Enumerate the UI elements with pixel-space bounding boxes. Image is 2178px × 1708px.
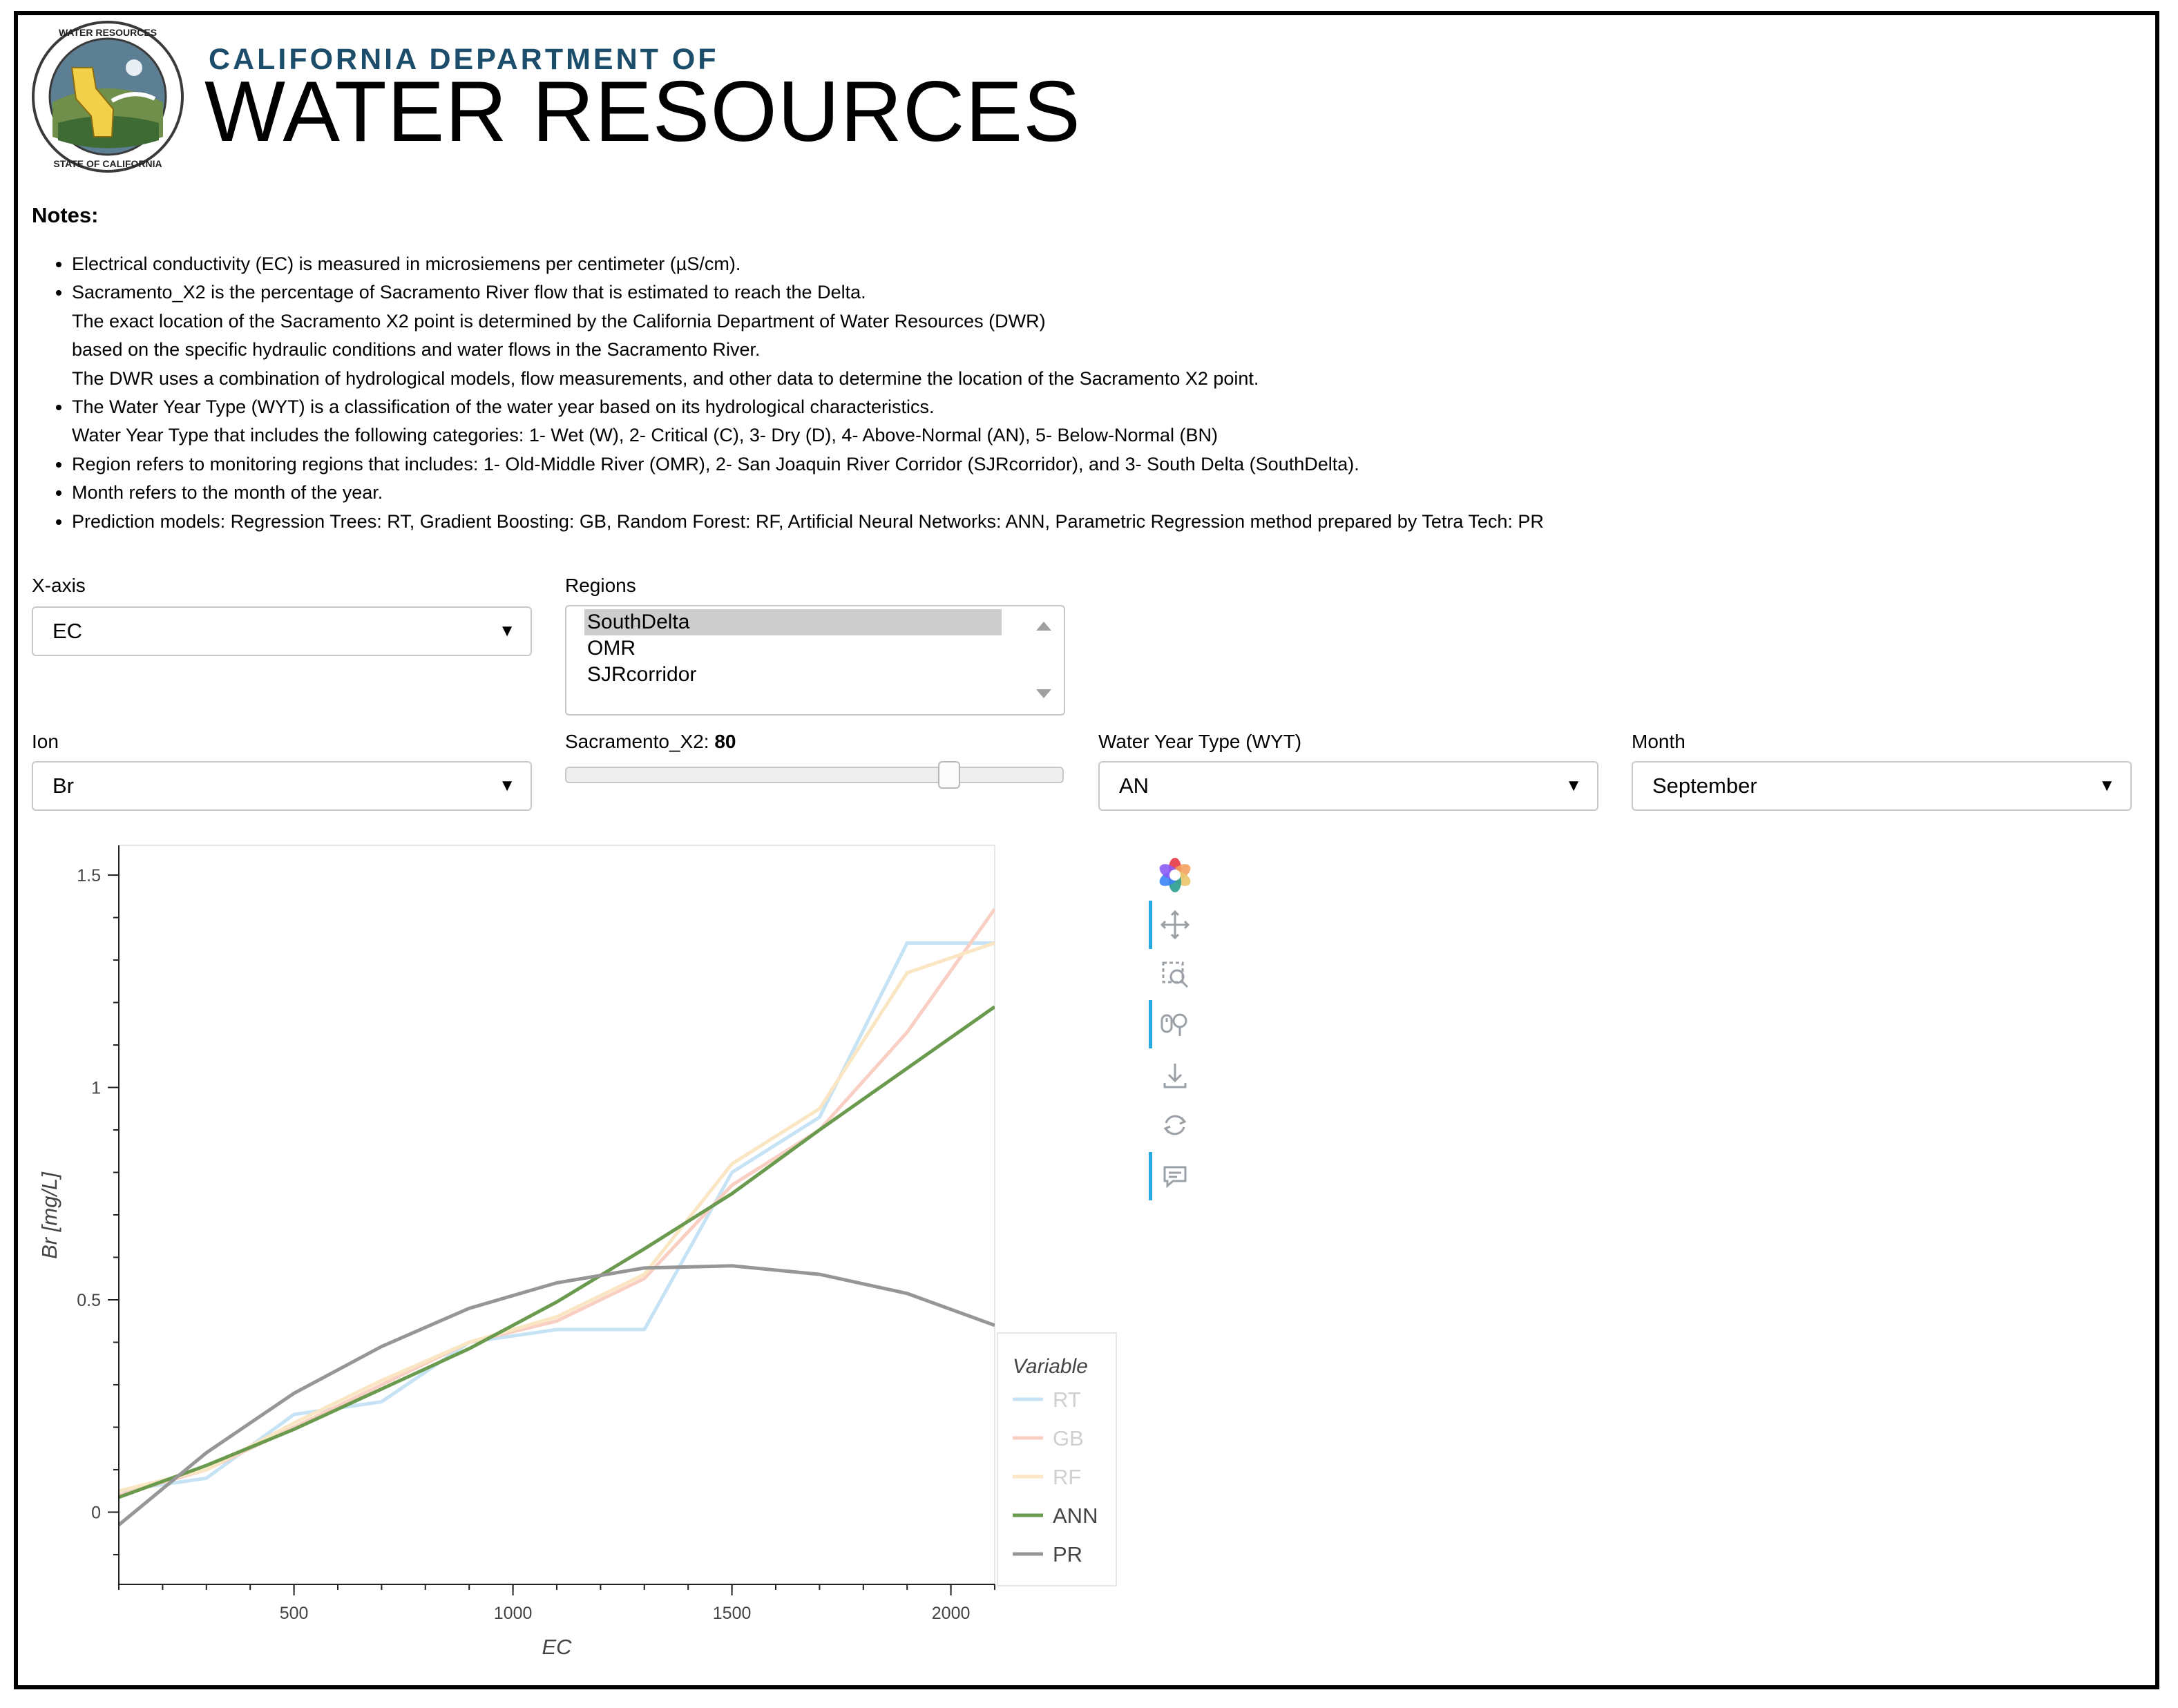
legend-label-ann[interactable]: ANN — [1053, 1504, 1098, 1528]
month-select[interactable]: September ▼ — [1632, 761, 2132, 811]
series-layer — [119, 908, 995, 1526]
month-label: Month — [1632, 731, 1685, 752]
y-tick-label: 1 — [91, 1079, 101, 1098]
wyt-select[interactable]: AN ▼ — [1098, 761, 1598, 811]
sacramento-x2-label-text: Sacramento_X2: — [565, 731, 715, 752]
note-line: Region refers to monitoring regions that… — [72, 453, 1359, 474]
legend-label-rt[interactable]: RT — [1053, 1388, 1081, 1412]
note-line: Water Year Type that includes the follow… — [72, 425, 1218, 446]
x-tick-label: 1000 — [494, 1604, 533, 1623]
axis-layer: 500 1000 1500 2000 0 0.5 1 1.5 — [77, 845, 995, 1623]
chart-legend: Variable RT GB RF ANN PR — [997, 1332, 1117, 1586]
box-zoom-icon[interactable] — [1155, 954, 1195, 995]
chevron-down-icon: ▼ — [499, 622, 515, 640]
bokeh-logo-icon[interactable] — [1155, 855, 1195, 895]
ion-label: Ion — [32, 731, 59, 752]
legend-box — [997, 1332, 1117, 1586]
legend-title: Variable — [1013, 1355, 1088, 1378]
wyt-label: Water Year Type (WYT) — [1098, 731, 1302, 752]
notes-heading: Notes: — [32, 203, 99, 227]
y-tick-label: 1.5 — [77, 866, 101, 885]
plot-area[interactable] — [118, 845, 995, 1585]
region-option-sjrcorridor[interactable]: SJRcorridor — [587, 663, 697, 686]
note-line: The Water Year Type (WYT) is a classific… — [72, 396, 935, 418]
ion-select-value: Br — [52, 774, 74, 798]
sacramento-x2-slider-handle[interactable] — [938, 761, 960, 789]
x-tick-label: 2000 — [932, 1604, 971, 1623]
x-tick-label: 1500 — [713, 1604, 752, 1623]
sacramento-x2-value: 80 — [714, 731, 736, 752]
pan-icon[interactable] — [1155, 905, 1195, 945]
save-icon[interactable] — [1155, 1055, 1195, 1095]
xaxis-select[interactable]: EC ▼ — [32, 606, 532, 656]
note-item: Region refers to monitoring regions that… — [72, 450, 2035, 479]
xaxis-select-value: EC — [52, 619, 83, 643]
svg-text:STATE OF CALIFORNIA: STATE OF CALIFORNIA — [53, 158, 162, 169]
note-line: Sacramento_X2 is the percentage of Sacra… — [72, 282, 866, 303]
svg-text:WATER RESOURCES: WATER RESOURCES — [59, 27, 157, 38]
y-axis-title: Br [mg/L] — [37, 1171, 61, 1259]
y-tick-label: 0.5 — [77, 1291, 101, 1310]
note-item: The Water Year Type (WYT) is a classific… — [72, 393, 2035, 450]
wyt-select-value: AN — [1119, 774, 1149, 798]
chevron-down-icon: ▼ — [2099, 776, 2115, 795]
regions-listbox[interactable]: SouthDelta OMR SJRcorridor — [565, 605, 1065, 716]
region-option-omr[interactable]: OMR — [587, 637, 636, 660]
dept-subtitle: CALIFORNIA DEPARTMENT OF — [209, 43, 719, 76]
y-tick-label: 0 — [91, 1503, 101, 1522]
region-option-southdelta[interactable]: SouthDelta — [584, 609, 1002, 635]
xaxis-label: X-axis — [32, 575, 86, 596]
active-tool-indicator — [1149, 901, 1152, 949]
chevron-down-icon: ▼ — [1565, 776, 1582, 795]
ion-select[interactable]: Br ▼ — [32, 761, 532, 811]
note-line: The exact location of the Sacramento X2 … — [72, 310, 1046, 332]
series-line-ann — [119, 1005, 995, 1499]
series-line-rf — [119, 941, 995, 1493]
dwr-seal-logo: WATER RESOURCES STATE OF CALIFORNIA — [32, 21, 184, 173]
legend-label-rf[interactable]: RF — [1053, 1465, 1081, 1489]
note-line: The DWR uses a combination of hydrologic… — [72, 367, 1259, 389]
chevron-down-icon: ▼ — [499, 776, 515, 795]
app-frame — [14, 11, 2159, 1689]
note-item: Sacramento_X2 is the percentage of Sacra… — [72, 278, 2035, 393]
sacramento-x2-label: Sacramento_X2: 80 — [565, 731, 736, 753]
note-line: Prediction models: Regression Trees: RT,… — [72, 510, 1544, 532]
note-line: based on the specific hydraulic conditio… — [72, 339, 761, 361]
sacramento-x2-slider[interactable] — [565, 767, 1064, 783]
series-line-rt — [119, 941, 995, 1493]
wheel-zoom-icon[interactable] — [1155, 1004, 1195, 1044]
active-tool-indicator — [1149, 1000, 1152, 1048]
scroll-down-arrow-icon[interactable] — [1036, 689, 1051, 698]
month-select-value: September — [1652, 774, 1757, 798]
legend-label-pr[interactable]: PR — [1053, 1542, 1082, 1566]
note-item: Prediction models: Regression Trees: RT,… — [72, 508, 2035, 536]
series-line-pr — [119, 1264, 995, 1526]
note-line: Month refers to the month of the year. — [72, 482, 383, 503]
regions-label: Regions — [565, 575, 636, 596]
reset-icon[interactable] — [1155, 1105, 1195, 1145]
dept-title: WATER RESOURCES — [204, 64, 1081, 160]
legend-label-gb[interactable]: GB — [1053, 1426, 1084, 1450]
note-line: Electrical conductivity (EC) is measured… — [72, 253, 741, 274]
active-tool-indicator — [1149, 1152, 1152, 1200]
x-tick-label: 500 — [280, 1604, 309, 1623]
scroll-up-arrow-icon[interactable] — [1036, 622, 1051, 631]
x-axis-title: EC — [542, 1635, 572, 1659]
br-vs-ec-chart[interactable]: 500 1000 1500 2000 0 0.5 1 1.5 EC Br [mg/L] Var… — [0, 829, 1147, 1678]
hover-icon[interactable] — [1155, 1156, 1195, 1196]
notes-list: Electrical conductivity (EC) is measured… — [32, 250, 2035, 536]
note-item: Electrical conductivity (EC) is measured… — [72, 250, 2035, 278]
note-item: Month refers to the month of the year. — [72, 479, 2035, 507]
